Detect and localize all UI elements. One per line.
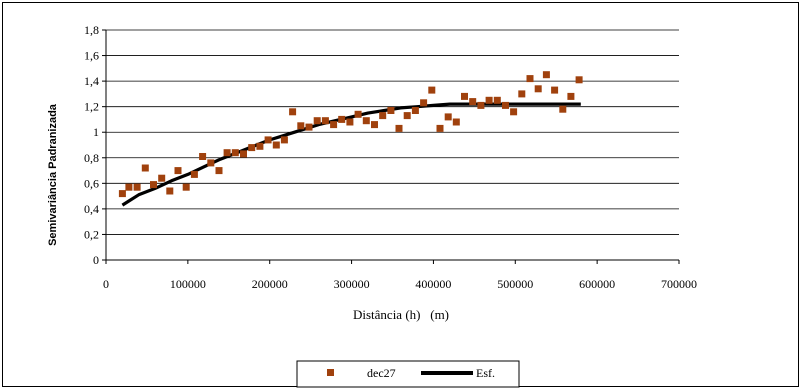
series-dec27 — [118, 71, 583, 198]
y-tick-label: 0 — [93, 253, 99, 267]
data-point-dec27 — [321, 117, 329, 125]
data-point-dec27 — [354, 110, 362, 118]
legend-marker-dec27 — [327, 369, 334, 376]
legend-label-dec27: dec27 — [367, 366, 396, 380]
data-point-dec27 — [305, 123, 313, 131]
data-point-dec27 — [461, 92, 468, 100]
data-point-dec27 — [567, 92, 575, 100]
data-point-dec27 — [215, 167, 223, 175]
data-point-dec27 — [510, 108, 518, 116]
legend-label-esf: Esf. — [476, 366, 495, 380]
y-tick-label: 1,8 — [84, 23, 99, 37]
x-tick-label: 500000 — [497, 277, 533, 291]
data-point-dec27 — [526, 75, 534, 83]
data-point-dec27 — [420, 99, 428, 107]
x-axis-ticks: 0 100000 200000 300000 400000 500000 600000 700… — [103, 260, 697, 291]
chart-frame: 0 0,2 0,4 0,6 0,8 1 1,2 1,4 1,6 1,8 0 100000 200000… — [2, 2, 799, 388]
data-point-dec27 — [223, 149, 231, 157]
data-point-dec27 — [133, 183, 141, 191]
data-point-dec27 — [493, 96, 501, 104]
y-axis-ticks: 0 0,2 0,4 0,6 0,8 1 1,2 1,4 1,6 1,8 — [84, 23, 106, 267]
x-axis-label: Distância (h) (m) — [353, 307, 449, 322]
y-tick-label: 1 — [93, 125, 99, 139]
data-point-dec27 — [330, 121, 338, 129]
data-point-dec27 — [452, 118, 460, 126]
data-point-dec27 — [338, 115, 346, 123]
data-point-dec27 — [313, 117, 321, 125]
data-point-dec27 — [542, 71, 550, 79]
data-point-dec27 — [371, 121, 378, 129]
data-point-dec27 — [174, 167, 182, 175]
data-point-dec27 — [166, 187, 174, 195]
data-point-dec27 — [387, 107, 395, 114]
y-tick-label: 1,6 — [84, 49, 99, 63]
data-point-dec27 — [534, 85, 542, 93]
data-point-dec27 — [141, 164, 149, 172]
data-point-dec27 — [436, 124, 444, 132]
x-tick-label: 600000 — [579, 277, 615, 291]
data-point-dec27 — [428, 86, 436, 94]
data-point-dec27 — [231, 149, 239, 157]
data-point-dec27 — [379, 112, 387, 120]
data-point-dec27 — [158, 174, 166, 182]
y-tick-label: 0,6 — [84, 176, 99, 190]
axes — [105, 30, 679, 261]
data-point-dec27 — [297, 122, 305, 130]
y-tick-label: 0,2 — [84, 227, 99, 241]
data-point-dec27 — [395, 124, 403, 132]
data-point-dec27 — [346, 118, 354, 126]
data-point-dec27 — [240, 150, 247, 158]
data-point-dec27 — [411, 107, 419, 114]
legend: dec27 Esf. — [296, 360, 520, 388]
y-tick-label: 0,8 — [84, 151, 99, 165]
data-point-dec27 — [362, 117, 370, 125]
y-tick-label: 1,4 — [84, 74, 99, 88]
x-tick-label: 100000 — [170, 277, 206, 291]
data-point-dec27 — [485, 96, 493, 104]
data-point-dec27 — [403, 112, 411, 120]
data-point-dec27 — [559, 105, 567, 113]
x-tick-label: 400000 — [415, 277, 451, 291]
x-tick-label: 700000 — [661, 277, 697, 291]
data-point-dec27 — [518, 90, 526, 98]
chart-canvas: 0 0,2 0,4 0,6 0,8 1 1,2 1,4 1,6 1,8 0 100000 200000… — [47, 23, 697, 388]
data-point-dec27 — [125, 183, 133, 191]
data-point-dec27 — [289, 108, 297, 116]
x-tick-label: 200000 — [252, 277, 288, 291]
data-point-dec27 — [248, 144, 256, 152]
data-point-dec27 — [207, 159, 215, 167]
y-tick-label: 0,4 — [84, 202, 99, 216]
data-point-dec27 — [477, 101, 485, 109]
y-tick-label: 1,2 — [84, 100, 99, 114]
data-point-dec27 — [199, 153, 207, 160]
data-point-dec27 — [444, 113, 452, 121]
grid-lines — [106, 29, 679, 235]
data-point-dec27 — [150, 181, 157, 189]
data-point-dec27 — [551, 86, 559, 94]
data-point-dec27 — [256, 142, 264, 150]
data-point-dec27 — [469, 98, 477, 106]
y-axis-label: Semivariância Padranizada — [47, 103, 59, 246]
data-point-dec27 — [264, 136, 272, 144]
x-tick-label: 300000 — [334, 277, 370, 291]
data-point-dec27 — [575, 76, 583, 84]
x-tick-label: 0 — [103, 277, 109, 291]
data-point-dec27 — [280, 136, 288, 144]
data-point-dec27 — [182, 183, 190, 191]
data-point-dec27 — [118, 190, 126, 198]
data-point-dec27 — [190, 170, 198, 178]
data-point-dec27 — [502, 101, 509, 109]
data-point-dec27 — [272, 141, 280, 149]
